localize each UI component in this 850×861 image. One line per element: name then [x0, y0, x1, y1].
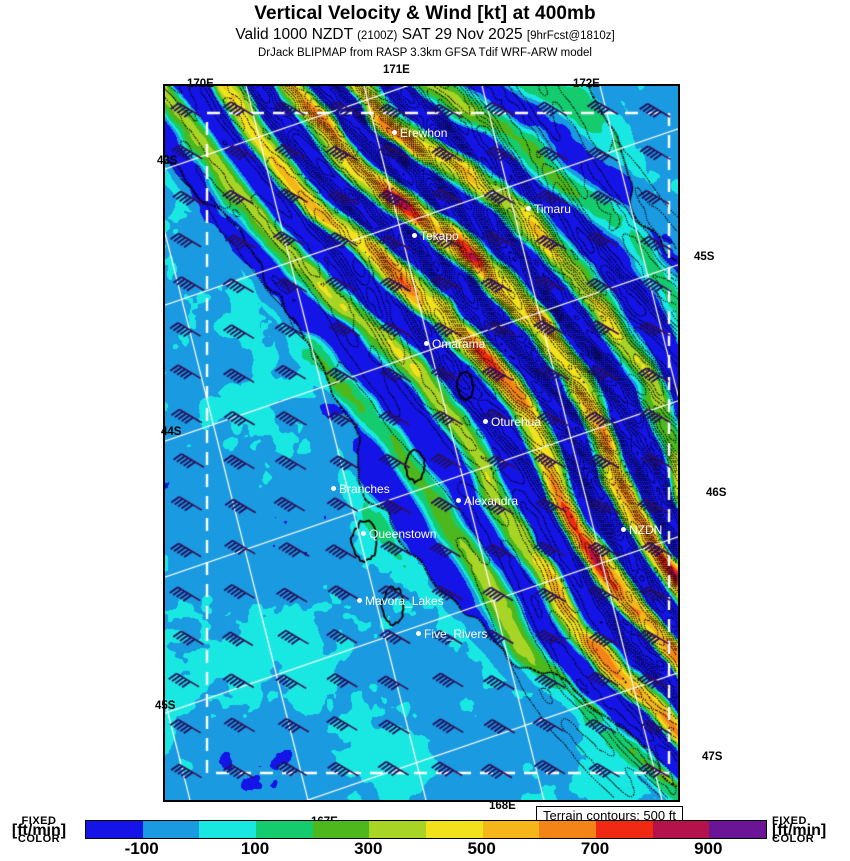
- colorbar-tick-neg100: -100: [124, 839, 159, 858]
- valid-prefix: Valid 1000 NZDT: [235, 26, 353, 43]
- colorbar-tick-700: 700: [580, 839, 610, 858]
- colorbar-tick-100: 100: [240, 839, 270, 858]
- latitude-label-2: 45S: [155, 700, 176, 712]
- valid-date: SAT 29 Nov 2025: [401, 26, 523, 43]
- colorbar-tick-500: 500: [467, 839, 496, 858]
- colorbar-band-2: [199, 821, 257, 838]
- colorbar-band-10: [652, 821, 710, 838]
- page-title: Vertical Velocity & Wind [kt] at 400mb: [254, 3, 596, 24]
- model-source-line: DrJack BLIPMAP from RASP 3.3km GFSA Tdif…: [257, 47, 592, 59]
- forecast-map[interactable]: [163, 84, 680, 802]
- colorbar-section: FIXED [ft/min] COLOR -100 100 300 500 700 900…: [0, 816, 850, 861]
- colorbar-color-label-left: COLOR: [17, 833, 61, 845]
- colorbar-band-6: [426, 821, 483, 838]
- colorbar-fixed-label-left: FIXED: [21, 815, 57, 827]
- valid-utc: (2100Z): [357, 30, 398, 42]
- colorbar-band-7: [482, 821, 540, 838]
- colorbar-band-3: [256, 821, 313, 838]
- colorbar-band-4: [312, 821, 370, 838]
- longitude-label-1: 171E: [383, 64, 410, 76]
- longitude-label-0: 170E: [187, 78, 214, 90]
- latitude-label-3: 45S: [694, 251, 715, 263]
- forecast-tag: [9hrFcst@1810z]: [526, 30, 615, 42]
- valid-time-line: Valid 1000 NZDT (2100Z) SAT 29 Nov 2025 …: [0, 25, 850, 46]
- map-raster: [165, 86, 678, 800]
- colorbar-band-8: [539, 821, 597, 838]
- latitude-label-0: 43S: [157, 155, 178, 167]
- colorbar-tick-900: 900: [694, 839, 723, 858]
- colorbar-tick-labels: -100 100 300 500 700 900: [85, 839, 765, 861]
- latitude-label-1: 44S: [161, 426, 182, 438]
- colorbar-band-1: [142, 821, 200, 838]
- colorbar-units-right: [ft/min]: [772, 822, 827, 839]
- colorbar-band-0: [86, 821, 143, 838]
- chart-header: Vertical Velocity & Wind [kt] at 400mb V…: [0, 0, 850, 76]
- latitude-label-5: 47S: [702, 751, 723, 763]
- latitude-label-4: 46S: [706, 487, 727, 499]
- longitude-label-4: 168E: [489, 800, 516, 812]
- colorbar-band-5: [369, 821, 427, 838]
- colorbar-tick-300: 300: [354, 839, 383, 858]
- colorbar-fixed-label-right: FIXED: [772, 815, 807, 827]
- colorbar-label-left: FIXED [ft/min] COLOR: [0, 816, 78, 845]
- longitude-label-2: 172E: [573, 78, 600, 90]
- colorbar-color-label-right: COLOR: [772, 833, 815, 845]
- colorbar-band-11: [709, 821, 767, 838]
- colorbar-band-9: [596, 821, 653, 838]
- colorbar-units-left: [ft/min]: [11, 822, 67, 839]
- colorbar-label-right: FIXED [ft/min] COLOR: [772, 816, 850, 845]
- colorbar-gradient[interactable]: [85, 820, 767, 839]
